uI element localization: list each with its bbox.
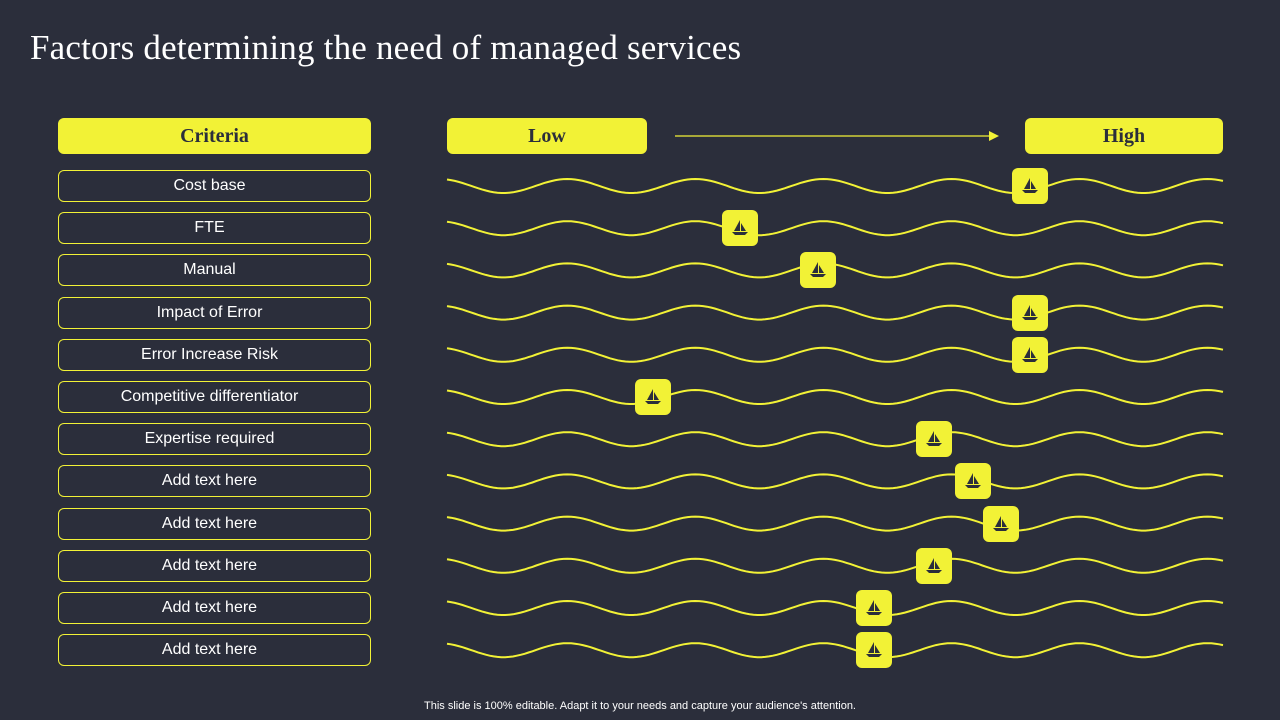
criteria-item: Competitive differentiator bbox=[58, 381, 371, 413]
sailboat-icon bbox=[1011, 294, 1048, 331]
scale-wave bbox=[446, 557, 1224, 574]
criteria-label: Competitive differentiator bbox=[120, 388, 299, 405]
criteria-label: Error Increase Risk bbox=[141, 345, 278, 363]
criteria-item: Impact of Error bbox=[58, 296, 371, 329]
scale-wave bbox=[446, 304, 1224, 321]
criteria-item: Add text here bbox=[58, 634, 371, 667]
sailboat-icon bbox=[799, 252, 836, 289]
scale-wave bbox=[446, 220, 1224, 237]
sailboat-icon bbox=[955, 463, 992, 500]
sailboat-icon bbox=[722, 210, 759, 247]
scale-wave bbox=[446, 177, 1224, 194]
criteria-item: Cost base bbox=[58, 170, 371, 202]
sailboat-icon bbox=[915, 547, 952, 584]
criteria-item: Error Increase Risk bbox=[58, 338, 371, 371]
scale-wave bbox=[446, 599, 1224, 616]
sailboat-icon bbox=[855, 632, 892, 669]
scale-wave bbox=[446, 642, 1224, 659]
footer-note: This slide is 100% editable. Adapt it to… bbox=[424, 700, 856, 712]
criteria-label: Add text here bbox=[161, 514, 258, 532]
criteria-label: Add text here bbox=[161, 472, 258, 490]
criteria-label: Manual bbox=[183, 261, 236, 279]
scale-wave bbox=[446, 515, 1224, 532]
scale-wave bbox=[446, 473, 1224, 490]
scale-wave bbox=[446, 431, 1224, 448]
sailboat-icon bbox=[635, 379, 672, 415]
criteria-label: FTE bbox=[194, 219, 225, 237]
scale-wave bbox=[446, 346, 1224, 363]
criteria-label: Add text here bbox=[161, 599, 258, 616]
criteria-item: Add text here bbox=[58, 592, 371, 624]
criteria-item: Add text here bbox=[58, 549, 371, 582]
sailboat-icon bbox=[1011, 168, 1048, 204]
sailboat-icon bbox=[915, 421, 952, 458]
criteria-item: Manual bbox=[58, 254, 371, 287]
scale-wave bbox=[446, 388, 1224, 405]
criteria-item: FTE bbox=[58, 212, 371, 245]
criteria-item: Add text here bbox=[58, 465, 371, 498]
arrow-right-icon bbox=[675, 131, 999, 141]
sailboat-icon bbox=[983, 505, 1020, 542]
criteria-label: Impact of Error bbox=[156, 303, 263, 321]
low-header: Low bbox=[447, 118, 647, 154]
criteria-header: Criteria bbox=[58, 118, 371, 154]
criteria-item: Expertise required bbox=[58, 423, 371, 456]
criteria-label: Add text here bbox=[161, 641, 258, 659]
criteria-label: Cost base bbox=[173, 177, 246, 194]
criteria-label: Expertise required bbox=[144, 430, 275, 448]
criteria-item: Add text here bbox=[58, 507, 371, 540]
high-header: High bbox=[1025, 118, 1223, 154]
sailboat-icon bbox=[855, 590, 892, 626]
criteria-label: Add text here bbox=[161, 556, 258, 574]
sailboat-icon bbox=[1011, 336, 1048, 373]
page-title: Factors determining the need of managed … bbox=[30, 28, 742, 67]
